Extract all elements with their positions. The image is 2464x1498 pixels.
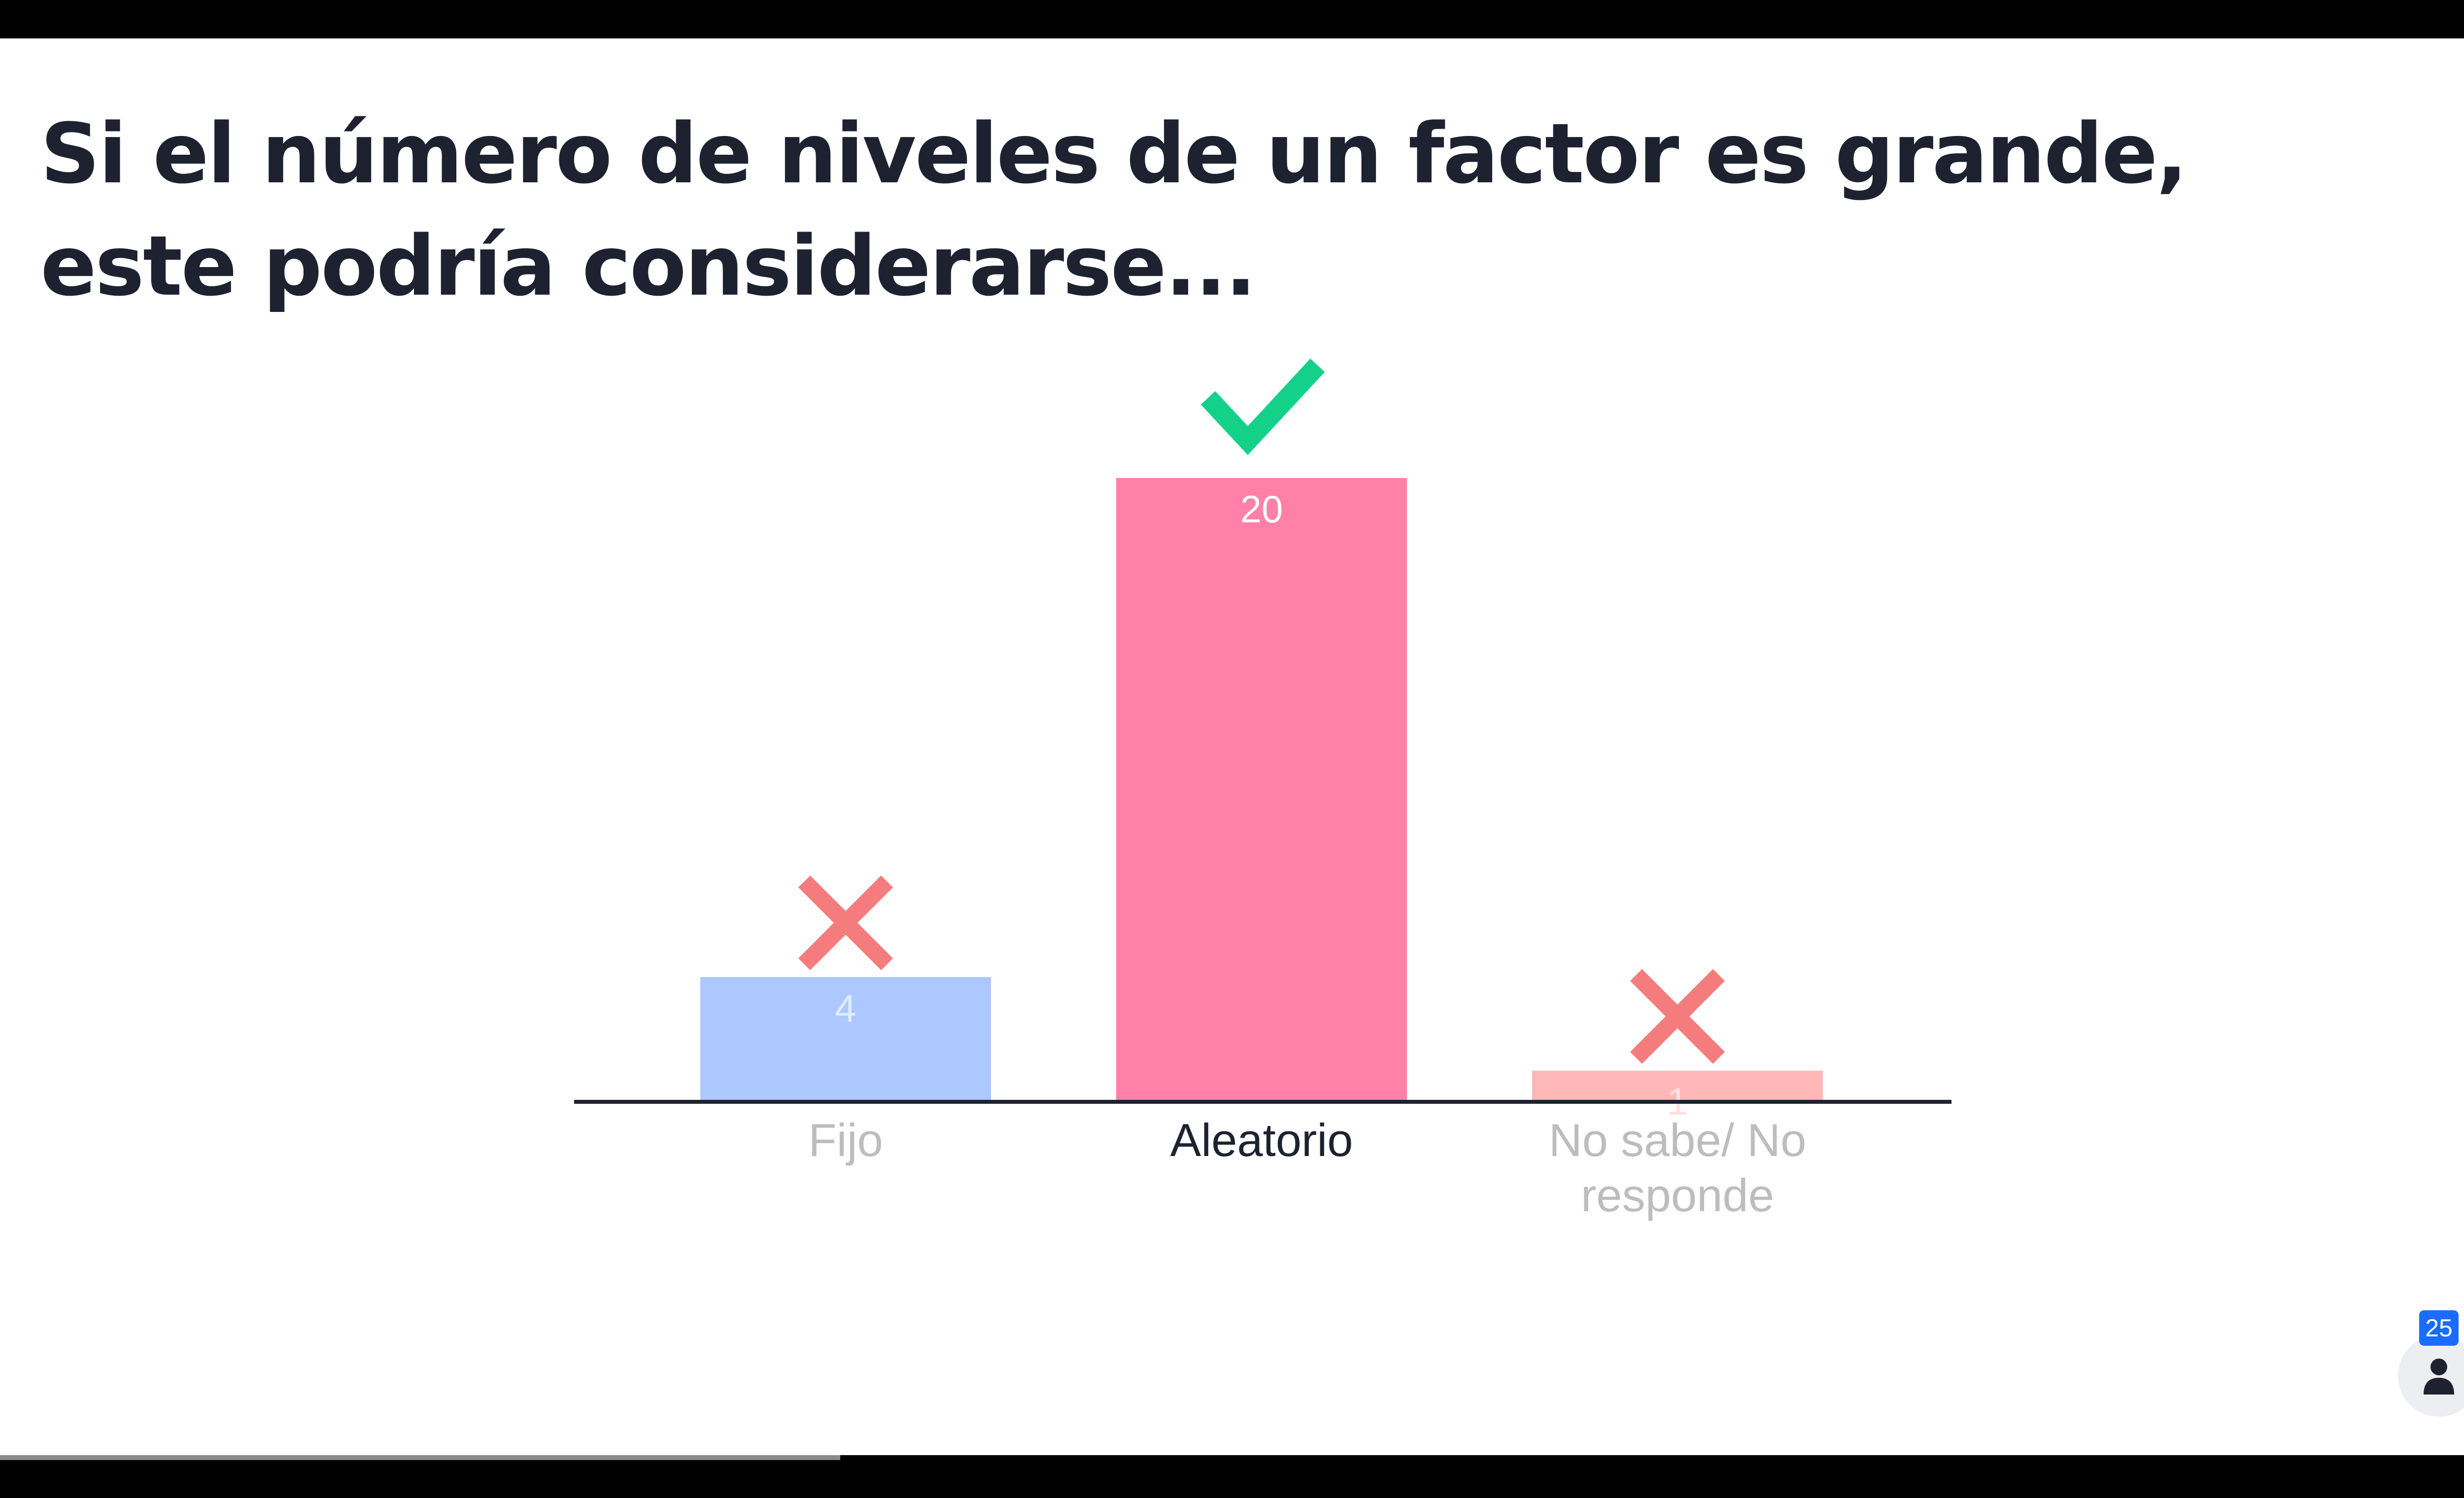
cross-stroke: [1630, 969, 1725, 1064]
bar: [1116, 478, 1407, 1102]
category-label: Fijo: [808, 1114, 883, 1166]
check-icon: [1200, 358, 1325, 455]
participants-button[interactable]: [2398, 1335, 2464, 1417]
slide-title: Si el número de niveles de un factor es …: [40, 105, 2188, 314]
cross-icon: [798, 875, 893, 970]
bar: [700, 977, 991, 1102]
person-icon: [2424, 1359, 2454, 1395]
slide: Si el número de niveles de un factor es …: [0, 38, 2464, 1459]
category-label: Aleatorio: [1170, 1114, 1353, 1166]
category-label: No sabe/ No: [1549, 1114, 1807, 1166]
participant-count-badge: 25: [2419, 1310, 2459, 1346]
category-label: responde: [1581, 1169, 1774, 1221]
check-stroke: [1200, 358, 1325, 455]
bar-value-label: 4: [835, 987, 856, 1030]
progress-bar-fill: [0, 1455, 840, 1460]
cross-icon: [1630, 969, 1725, 1064]
cross-stroke: [798, 875, 893, 970]
presentation-progress-bar: [0, 1455, 2464, 1460]
bar: [1532, 1070, 1823, 1102]
bar-value-label: 20: [1240, 487, 1283, 531]
